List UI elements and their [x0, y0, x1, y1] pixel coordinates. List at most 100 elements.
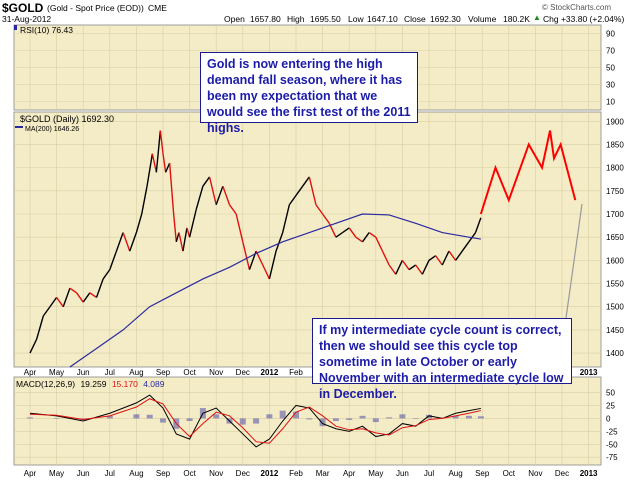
macd-histogram-bar — [239, 418, 246, 425]
price-bar — [355, 236, 363, 243]
close-value: 1692.30 — [430, 14, 461, 24]
x-tick-label: Aug — [448, 469, 462, 478]
price-bar — [368, 231, 377, 238]
projection-line — [479, 130, 577, 215]
price-bar — [235, 213, 244, 242]
macd-histogram-bar — [372, 418, 379, 423]
price-bar — [42, 306, 51, 317]
macd-histogram-bar — [160, 418, 166, 423]
x-tick-label: Feb — [289, 368, 303, 377]
price-bar — [302, 176, 310, 187]
macd-histogram-bar — [146, 414, 153, 419]
x-tick-label: Nov — [209, 469, 223, 478]
price-bar — [275, 232, 284, 252]
price-bar — [228, 204, 237, 215]
top-callout-text: Gold is now entering the high demand fal… — [207, 57, 411, 135]
histogram-value: 4.089 — [143, 379, 165, 389]
y-tick-label: 0 — [606, 414, 611, 423]
price-bar — [455, 250, 463, 261]
y-tick-label: 30 — [606, 81, 615, 90]
price-bar — [315, 204, 324, 215]
x-tick-label: May — [368, 469, 383, 478]
y-tick-label: 1750 — [606, 187, 624, 196]
price-bar — [141, 186, 148, 215]
symbol-name: (Gold - Spot Price (EOD)) — [47, 3, 144, 13]
macd-value: 19.259 — [80, 379, 106, 389]
macd-panel — [13, 376, 602, 466]
y-tick-label: 1500 — [606, 303, 624, 312]
x-tick-label: Aug — [129, 368, 143, 377]
macd-label: MACD(12,26,9) 19.259 15.170 4.089 — [16, 379, 165, 389]
price-bar — [115, 232, 124, 252]
y-tick-label: -75 — [606, 453, 618, 462]
y-tick-label: 1900 — [606, 117, 624, 126]
price-bar — [122, 232, 131, 252]
x-tick-label: Nov — [209, 368, 223, 377]
price-bar — [208, 176, 217, 205]
copyright-label: © StockCharts.com — [542, 3, 612, 12]
y-tick-label: 1800 — [606, 164, 624, 173]
price-bar — [408, 264, 417, 271]
price-bar — [165, 162, 171, 173]
x-tick-label: 2013 — [580, 469, 598, 478]
price-bar — [342, 227, 350, 234]
chart-header: $GOLD (Gold - Spot Price (EOD)) CME 31-A… — [0, 0, 640, 24]
price-bar — [195, 185, 204, 210]
symbol-title: $GOLD — [2, 1, 44, 15]
y-tick-label: 1850 — [606, 140, 624, 149]
y-tick-label: 1600 — [606, 256, 624, 265]
close-label: Close — [404, 14, 426, 24]
macd-histogram-bar — [279, 410, 286, 419]
price-bar — [178, 232, 184, 252]
price-bar — [388, 264, 397, 275]
macd-histogram-bar — [465, 415, 472, 419]
volume-label: Volume — [468, 14, 497, 24]
price-bar — [175, 232, 180, 243]
x-tick-label: Oct — [183, 469, 196, 478]
price-bar — [188, 209, 197, 238]
price-bar — [441, 250, 450, 266]
price-bar — [186, 227, 191, 238]
macd-histogram-bar — [477, 416, 484, 419]
macd-histogram-bar — [27, 417, 33, 419]
price-bar — [182, 227, 188, 252]
price-bar — [102, 269, 111, 280]
macd-histogram-bar — [399, 414, 406, 419]
price-bar — [29, 338, 38, 354]
price-bar — [49, 297, 58, 308]
price-bar — [448, 250, 457, 261]
x-tick-label: Nov — [528, 469, 542, 478]
x-tick-label: Dec — [236, 469, 250, 478]
x-tick-label: 2012 — [261, 469, 279, 478]
macd-histogram-bar — [386, 417, 393, 419]
macd-histogram-bar — [293, 411, 299, 419]
price-bar — [435, 255, 443, 266]
x-tick-label: 2012 — [261, 368, 279, 377]
price-bar — [155, 130, 162, 173]
price-bar — [215, 185, 224, 205]
callout-pointer — [565, 203, 583, 319]
x-tick-label: Aug — [129, 469, 143, 478]
price-bar — [202, 176, 211, 187]
price-bar — [474, 217, 482, 233]
price-bar — [282, 204, 291, 233]
macd-histogram-bar — [306, 418, 313, 420]
macd-histogram-bar — [332, 418, 339, 421]
price-bar — [295, 185, 304, 196]
signal-value: 15.170 — [112, 379, 138, 389]
bottom-callout: If my intermediate cycle count is correc… — [312, 318, 572, 401]
price-bar — [461, 241, 470, 252]
bottom-callout-text: If my intermediate cycle count is correc… — [319, 323, 564, 401]
rsi-label: RSI(10) 76.43 — [20, 25, 73, 35]
high-label: High — [287, 14, 305, 24]
price-bar — [109, 250, 118, 270]
change-value: Chg +33.80 (+2.04%) — [543, 14, 625, 24]
y-tick-label: 25 — [606, 401, 615, 410]
y-tick-label: 70 — [606, 47, 615, 56]
x-tick-label: May — [49, 368, 64, 377]
price-bar — [348, 227, 357, 238]
macd-histogram-bar — [452, 415, 459, 419]
x-tick-label: Apr — [24, 469, 37, 478]
x-tick-label: Jun — [396, 469, 409, 478]
x-tick-label: Jul — [105, 469, 115, 478]
